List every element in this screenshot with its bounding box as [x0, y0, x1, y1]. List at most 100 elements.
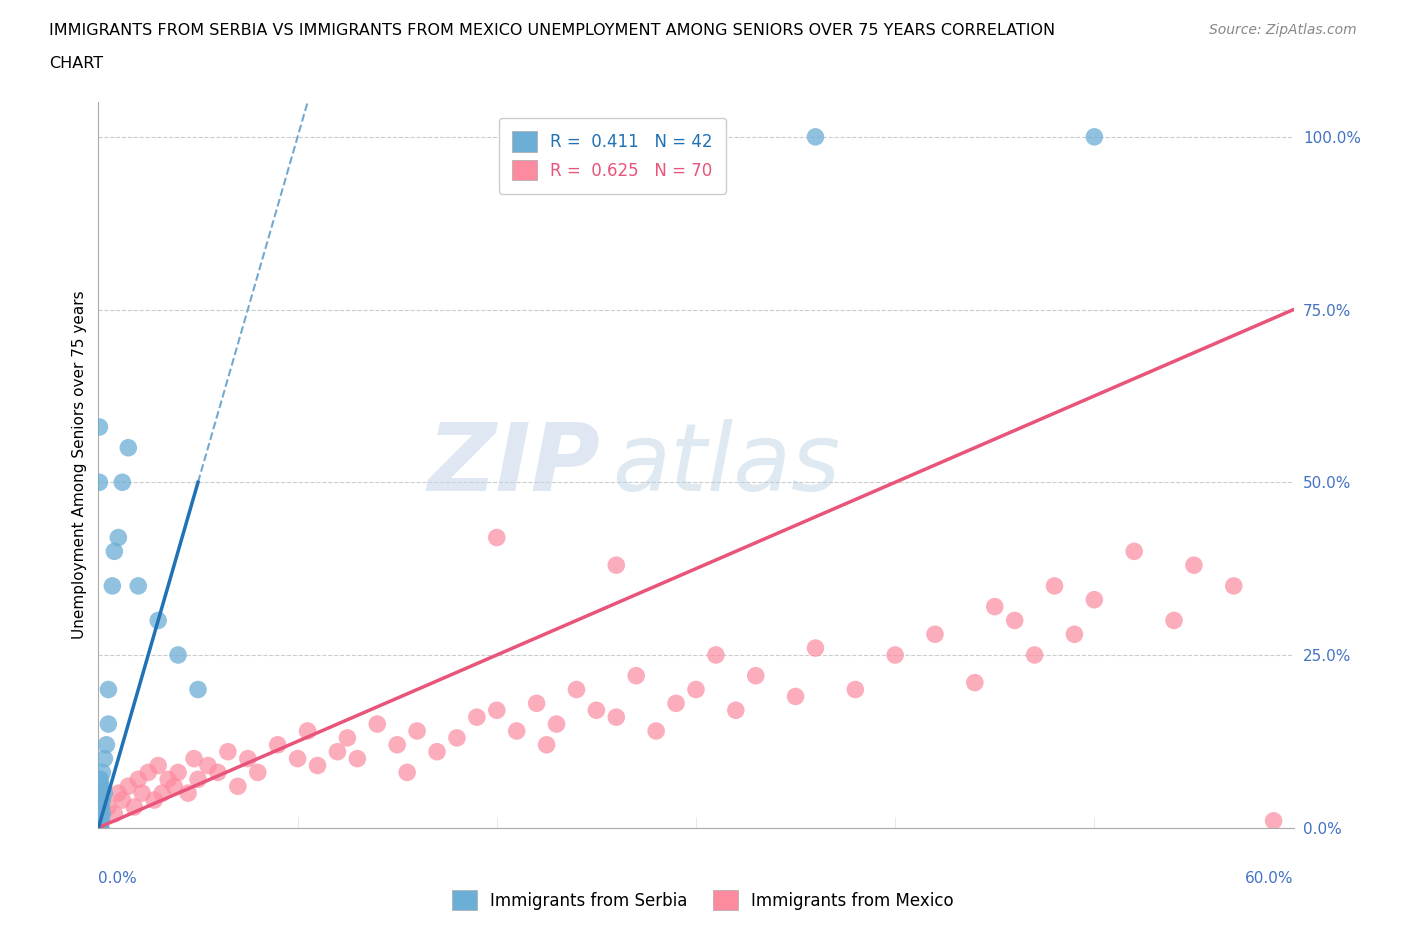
Point: [91, 806, 114, 821]
Text: CHART: CHART: [49, 56, 103, 71]
Point: [406, 724, 429, 738]
Point: [124, 800, 146, 815]
Point: [336, 730, 359, 745]
Point: [89, 814, 111, 829]
Point: [103, 806, 125, 821]
Point: [89, 806, 111, 821]
Point: [177, 786, 200, 801]
Point: [107, 530, 129, 545]
Y-axis label: Unemployment Among Seniors over 75 years: Unemployment Among Seniors over 75 years: [72, 291, 87, 639]
Point: [884, 647, 907, 662]
Point: [89, 772, 111, 787]
Point: [804, 129, 827, 144]
Point: [396, 765, 419, 780]
Point: [157, 772, 180, 787]
Point: [89, 820, 111, 835]
Point: [117, 778, 139, 793]
Point: [183, 751, 205, 766]
Point: [1163, 613, 1185, 628]
Point: [187, 682, 209, 697]
Point: [90, 800, 112, 815]
Point: [446, 730, 468, 745]
Point: [366, 717, 388, 732]
Point: [131, 786, 153, 801]
Point: [89, 786, 111, 801]
Point: [685, 129, 707, 144]
Point: [117, 440, 139, 455]
Point: [724, 703, 747, 718]
Point: [645, 724, 668, 738]
Point: [89, 800, 111, 815]
Point: [90, 814, 112, 829]
Point: [197, 758, 219, 773]
Point: [236, 751, 259, 766]
Point: [107, 786, 129, 801]
Point: [685, 682, 707, 697]
Point: [89, 778, 111, 793]
Point: [745, 669, 768, 684]
Point: [297, 724, 319, 738]
Point: [326, 744, 349, 759]
Text: ZIP: ZIP: [427, 419, 600, 511]
Text: 0.0%: 0.0%: [98, 871, 138, 886]
Point: [163, 778, 186, 793]
Point: [91, 765, 114, 780]
Point: [804, 641, 827, 656]
Point: [546, 717, 568, 732]
Point: [785, 689, 807, 704]
Legend: Immigrants from Serbia, Immigrants from Mexico: Immigrants from Serbia, Immigrants from …: [446, 884, 960, 917]
Point: [605, 710, 627, 724]
Text: 60.0%: 60.0%: [1246, 871, 1294, 886]
Point: [93, 751, 115, 766]
Point: [167, 647, 190, 662]
Point: [90, 778, 112, 793]
Point: [207, 765, 229, 780]
Point: [307, 758, 329, 773]
Point: [506, 724, 529, 738]
Point: [97, 800, 120, 815]
Point: [246, 765, 269, 780]
Point: [89, 786, 111, 801]
Point: [90, 806, 112, 821]
Point: [89, 820, 111, 835]
Point: [267, 737, 290, 752]
Point: [1263, 814, 1285, 829]
Point: [89, 792, 111, 807]
Point: [217, 744, 239, 759]
Point: [127, 772, 149, 787]
Point: [90, 792, 112, 807]
Point: [1004, 613, 1026, 628]
Text: IMMIGRANTS FROM SERBIA VS IMMIGRANTS FROM MEXICO UNEMPLOYMENT AMONG SENIORS OVER: IMMIGRANTS FROM SERBIA VS IMMIGRANTS FRO…: [49, 23, 1056, 38]
Point: [465, 710, 488, 724]
Point: [111, 792, 134, 807]
Point: [1123, 544, 1146, 559]
Point: [187, 772, 209, 787]
Point: [346, 751, 368, 766]
Text: atlas: atlas: [613, 419, 841, 511]
Point: [89, 475, 111, 490]
Point: [89, 419, 111, 434]
Point: [526, 696, 548, 711]
Point: [626, 129, 648, 144]
Point: [148, 613, 170, 628]
Point: [89, 800, 111, 815]
Point: [103, 544, 125, 559]
Point: [89, 806, 111, 821]
Point: [1063, 627, 1085, 642]
Text: Source: ZipAtlas.com: Source: ZipAtlas.com: [1209, 23, 1357, 37]
Point: [605, 558, 627, 573]
Point: [89, 806, 111, 821]
Point: [226, 778, 249, 793]
Point: [626, 669, 648, 684]
Point: [385, 737, 409, 752]
Point: [426, 744, 449, 759]
Point: [97, 717, 120, 732]
Point: [536, 737, 558, 752]
Point: [89, 814, 111, 829]
Point: [485, 703, 508, 718]
Point: [97, 682, 120, 697]
Point: [485, 530, 508, 545]
Point: [1083, 592, 1105, 607]
Point: [565, 682, 588, 697]
Point: [1083, 129, 1105, 144]
